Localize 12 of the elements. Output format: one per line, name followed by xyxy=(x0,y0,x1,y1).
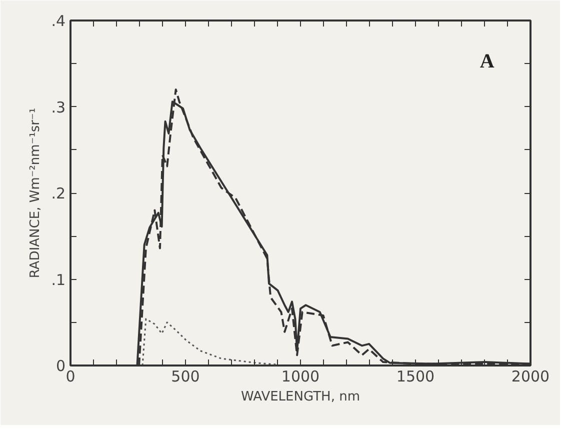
y-tick-label: .4 xyxy=(51,12,66,30)
x-tick-label: 1500 xyxy=(396,368,435,386)
y-tick-label: .3 xyxy=(51,98,66,116)
y-tick-label: .1 xyxy=(51,270,66,289)
y-axis-title: RADIANCE, Wm⁻²nm⁻¹sr⁻¹ xyxy=(28,108,44,278)
line-series xyxy=(142,318,278,366)
annotation: A xyxy=(480,50,495,72)
x-tick-label: 500 xyxy=(171,368,200,386)
y-tick-label: .2 xyxy=(51,184,66,202)
x-axis-title: WAVELENGTH, nm xyxy=(241,390,360,404)
x-tick-label: 1000 xyxy=(281,368,320,386)
x-tick-label: 2000 xyxy=(511,368,550,386)
